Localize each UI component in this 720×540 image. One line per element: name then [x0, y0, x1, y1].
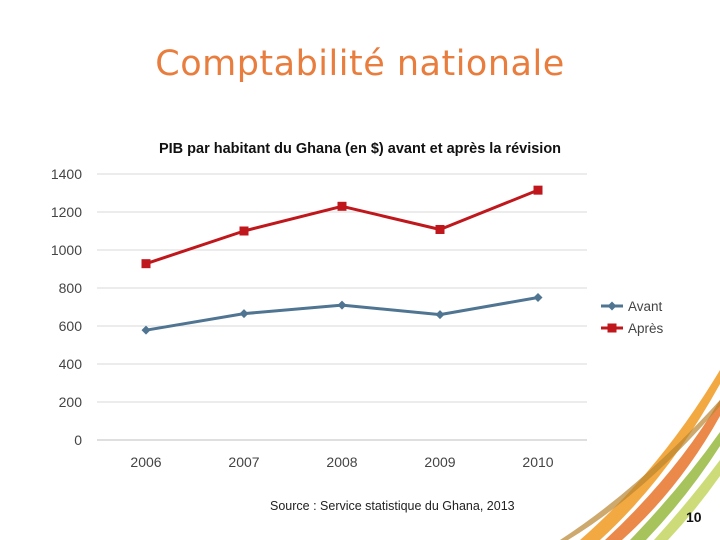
- x-axis-ticks: 2006 2007 2008 2009 2010: [130, 454, 553, 470]
- x-tick-label: 2008: [326, 454, 357, 470]
- series-group: [141, 185, 543, 335]
- page-number: 10: [686, 509, 702, 525]
- y-tick-label: 1400: [51, 166, 82, 182]
- legend: Avant Après: [601, 299, 664, 336]
- data-point-aprs: [239, 226, 249, 236]
- y-tick-label: 1000: [51, 242, 82, 258]
- y-tick-label: 200: [59, 394, 83, 410]
- x-tick-label: 2006: [130, 454, 161, 470]
- data-point-avant: [435, 310, 445, 320]
- series-aprs: [141, 185, 543, 269]
- legend-item-aprs: Après: [601, 321, 664, 336]
- data-point-aprs: [141, 259, 151, 269]
- series-line-aprs: [145, 188, 539, 266]
- line-chart: PIB par habitant du Ghana (en $) avant e…: [51, 141, 664, 470]
- y-tick-label: 800: [59, 280, 83, 296]
- data-point-avant: [239, 309, 249, 319]
- legend-item-avant: Avant: [601, 299, 663, 314]
- y-tick-label: 1200: [51, 204, 82, 220]
- data-point-avant: [141, 325, 151, 335]
- data-point-avant: [337, 300, 347, 310]
- data-point-avant: [533, 293, 543, 302]
- y-tick-label: 600: [59, 318, 83, 334]
- legend-marker-avant: [607, 301, 617, 311]
- data-point-aprs: [435, 224, 445, 234]
- legend-label-aprs: Après: [628, 321, 664, 336]
- series-avant: [141, 293, 543, 335]
- legend-marker-aprs: [607, 323, 617, 333]
- x-tick-label: 2010: [522, 454, 553, 470]
- x-tick-label: 2009: [424, 454, 455, 470]
- y-axis-ticks: 0 200 400 600 800 1000 1200 1400: [51, 166, 82, 448]
- chart-title: PIB par habitant du Ghana (en $) avant e…: [159, 141, 561, 157]
- y-tick-label: 400: [59, 356, 83, 372]
- data-point-aprs: [533, 185, 543, 195]
- legend-label-avant: Avant: [628, 299, 663, 314]
- x-tick-label: 2007: [228, 454, 259, 470]
- slide-title: Comptabilité nationale: [155, 44, 565, 84]
- gridlines: [97, 173, 587, 441]
- data-point-aprs: [337, 201, 347, 211]
- y-tick-label: 0: [74, 432, 82, 448]
- source-note: Source : Service statistique du Ghana, 2…: [270, 499, 515, 513]
